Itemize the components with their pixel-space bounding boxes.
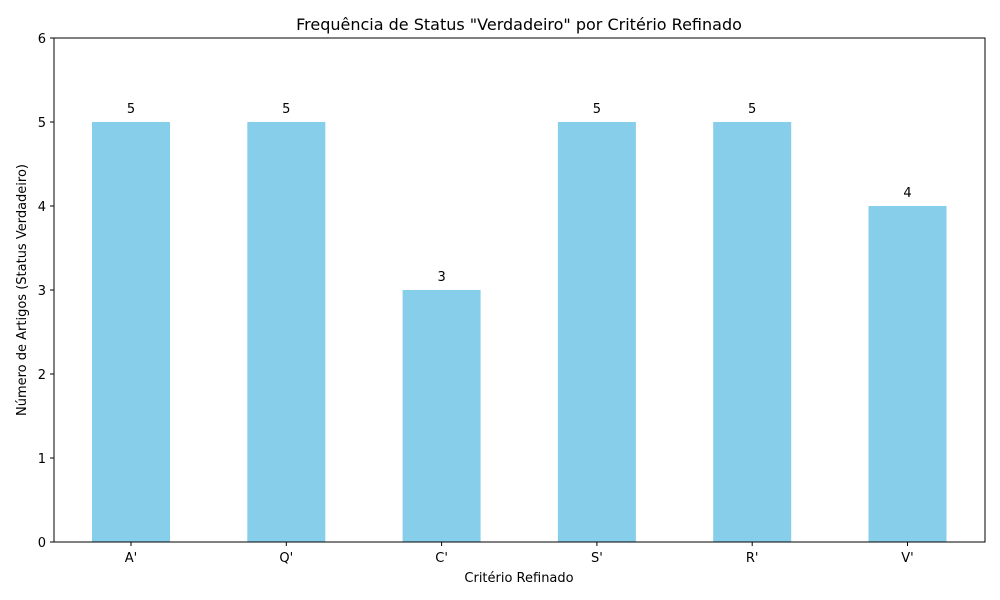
data-label-0: 5 xyxy=(127,102,135,117)
bar-2 xyxy=(402,290,481,542)
bar-4 xyxy=(713,122,792,542)
x-axis-label: Critério Refinado xyxy=(464,571,573,586)
bar-1 xyxy=(247,122,326,542)
data-label-1: 5 xyxy=(282,102,290,117)
y-tick-label-3: 3 xyxy=(38,284,46,299)
y-tick-label-0: 0 xyxy=(38,536,46,551)
chart-title: Frequência de Status "Verdadeiro" por Cr… xyxy=(296,15,742,34)
y-tick-label-5: 5 xyxy=(38,116,46,131)
y-tick-label-2: 2 xyxy=(38,368,46,383)
y-tick-label-1: 1 xyxy=(38,452,46,467)
data-labels: 5 5 3 5 5 4 xyxy=(127,102,912,285)
data-label-3: 5 xyxy=(593,102,601,117)
y-tick-label-4: 4 xyxy=(38,200,46,215)
x-tick-label-3: S' xyxy=(591,551,603,566)
y-axis-label: Número de Artigos (Status Verdadeiro) xyxy=(15,164,30,416)
y-tick-labels: 0 1 2 3 4 5 6 xyxy=(38,32,54,551)
bar-3 xyxy=(557,122,636,542)
x-tick-labels: A' Q' C' S' R' V' xyxy=(125,542,914,566)
x-tick-label-4: R' xyxy=(746,551,759,566)
x-tick-label-0: A' xyxy=(125,551,137,566)
plot-frame xyxy=(53,37,986,543)
bars-group xyxy=(92,122,947,542)
x-tick-label-5: V' xyxy=(901,551,913,566)
x-tick-label-1: Q' xyxy=(279,551,293,566)
x-tick-label-2: C' xyxy=(435,551,448,566)
data-label-4: 5 xyxy=(748,102,756,117)
bar-5 xyxy=(868,206,947,542)
data-label-2: 3 xyxy=(437,270,445,285)
y-tick-label-6: 6 xyxy=(38,32,46,47)
bar-0 xyxy=(92,122,170,542)
data-label-5: 4 xyxy=(903,186,911,201)
